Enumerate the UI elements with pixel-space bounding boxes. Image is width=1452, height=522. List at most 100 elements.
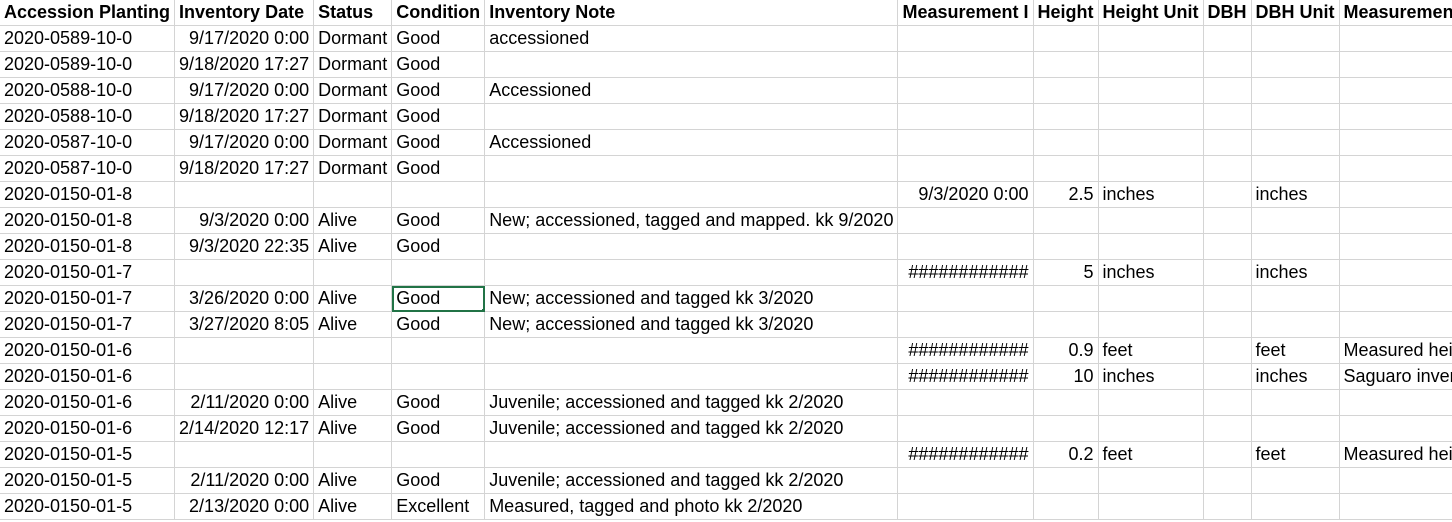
grid-cell[interactable] xyxy=(1203,129,1252,156)
grid-cell[interactable]: 2020-0150-01-8 xyxy=(0,207,176,234)
grid-cell[interactable]: 2020-0150-01-5 xyxy=(0,467,176,494)
grid-cell[interactable]: Good xyxy=(391,467,486,494)
grid-cell[interactable]: feet xyxy=(1251,337,1340,364)
grid-cell[interactable]: New; accessioned and tagged kk 3/2020 xyxy=(484,285,899,312)
grid-cell[interactable]: Good xyxy=(391,233,486,260)
grid-cell[interactable] xyxy=(1251,77,1340,104)
grid-cell[interactable]: Dormant xyxy=(313,129,393,156)
grid-cell[interactable]: Good xyxy=(391,77,486,104)
grid-cell[interactable]: 2020-0150-01-5 xyxy=(0,493,176,520)
grid-cell[interactable]: 9/18/2020 17:27 xyxy=(174,155,315,182)
grid-cell[interactable] xyxy=(1203,363,1252,390)
grid-cell[interactable] xyxy=(1251,467,1340,494)
grid-cell[interactable] xyxy=(1203,77,1252,104)
grid-cell[interactable] xyxy=(313,181,393,208)
grid-cell[interactable] xyxy=(1251,207,1340,234)
grid-cell[interactable] xyxy=(1339,389,1452,416)
grid-cell[interactable] xyxy=(1098,493,1204,520)
grid-cell[interactable] xyxy=(1339,467,1452,494)
grid-cell[interactable]: Dormant xyxy=(313,77,393,104)
grid-cell[interactable]: Alive xyxy=(313,389,393,416)
grid-cell[interactable]: Dormant xyxy=(313,25,393,52)
grid-cell[interactable] xyxy=(1098,311,1204,338)
grid-cell[interactable]: Good xyxy=(391,311,486,338)
grid-cell[interactable] xyxy=(1251,285,1340,312)
column-header[interactable]: Accession Planting xyxy=(0,0,176,26)
grid-cell[interactable]: 9/3/2020 0:00 xyxy=(897,181,1034,208)
grid-cell[interactable] xyxy=(1339,233,1452,260)
grid-cell[interactable] xyxy=(1098,389,1204,416)
grid-cell[interactable]: 2020-0150-01-8 xyxy=(0,233,176,260)
grid-cell[interactable]: 0.2 xyxy=(1033,441,1099,468)
grid-cell[interactable] xyxy=(897,233,1034,260)
grid-cell[interactable]: inches xyxy=(1098,181,1204,208)
grid-cell[interactable] xyxy=(391,337,486,364)
grid-cell[interactable]: Good xyxy=(391,389,486,416)
grid-cell[interactable] xyxy=(1203,389,1252,416)
column-header[interactable]: Inventory Note xyxy=(484,0,899,26)
grid-cell[interactable] xyxy=(1203,155,1252,182)
grid-cell[interactable] xyxy=(897,77,1034,104)
grid-cell[interactable]: Alive xyxy=(313,493,393,520)
column-header[interactable]: Height xyxy=(1033,0,1099,26)
column-header[interactable]: DBH xyxy=(1203,0,1252,26)
grid-cell[interactable] xyxy=(897,415,1034,442)
grid-cell[interactable]: Dormant xyxy=(313,155,393,182)
grid-cell[interactable]: 2020-0150-01-6 xyxy=(0,389,176,416)
grid-cell[interactable] xyxy=(484,233,899,260)
grid-cell[interactable] xyxy=(1098,155,1204,182)
grid-cell[interactable]: Accessioned xyxy=(484,129,899,156)
grid-cell[interactable]: feet xyxy=(1098,337,1204,364)
grid-cell[interactable] xyxy=(1339,103,1452,130)
grid-cell[interactable]: 2.5 xyxy=(1033,181,1099,208)
grid-cell[interactable] xyxy=(897,311,1034,338)
grid-cell[interactable] xyxy=(391,259,486,286)
grid-cell[interactable] xyxy=(897,207,1034,234)
grid-cell[interactable]: Alive xyxy=(313,285,393,312)
grid-cell[interactable]: 2/11/2020 0:00 xyxy=(174,389,315,416)
grid-cell[interactable]: 2020-0589-10-0 xyxy=(0,25,176,52)
grid-cell[interactable] xyxy=(1033,311,1099,338)
column-header[interactable]: Status xyxy=(313,0,393,26)
grid-cell[interactable]: 9/17/2020 0:00 xyxy=(174,77,315,104)
grid-cell[interactable]: 3/27/2020 8:05 xyxy=(174,311,315,338)
grid-cell[interactable]: Alive xyxy=(313,233,393,260)
grid-cell[interactable]: 2020-0150-01-7 xyxy=(0,259,176,286)
grid-cell[interactable]: 5 xyxy=(1033,259,1099,286)
grid-cell[interactable] xyxy=(1033,51,1099,78)
grid-cell[interactable] xyxy=(1203,181,1252,208)
grid-cell[interactable] xyxy=(1033,467,1099,494)
grid-cell[interactable]: 2020-0150-01-6 xyxy=(0,363,176,390)
grid-cell[interactable] xyxy=(1251,51,1340,78)
grid-cell[interactable]: Alive xyxy=(313,207,393,234)
grid-cell[interactable] xyxy=(1203,207,1252,234)
grid-cell[interactable] xyxy=(1098,25,1204,52)
grid-cell[interactable] xyxy=(1098,233,1204,260)
grid-cell[interactable] xyxy=(1251,311,1340,338)
grid-cell[interactable] xyxy=(1203,493,1252,520)
grid-cell[interactable] xyxy=(1203,103,1252,130)
grid-cell[interactable]: 2020-0150-01-6 xyxy=(0,415,176,442)
grid-cell[interactable]: Alive xyxy=(313,311,393,338)
grid-cell[interactable] xyxy=(1098,103,1204,130)
grid-cell[interactable]: 9/17/2020 0:00 xyxy=(174,129,315,156)
grid-cell[interactable] xyxy=(1339,415,1452,442)
column-header[interactable]: Inventory Date xyxy=(174,0,315,26)
grid-cell[interactable] xyxy=(1339,129,1452,156)
grid-cell[interactable] xyxy=(1251,233,1340,260)
grid-cell[interactable]: 2020-0587-10-0 xyxy=(0,129,176,156)
grid-cell[interactable] xyxy=(1203,285,1252,312)
grid-cell[interactable]: Saguaro inventory 20 xyxy=(1339,363,1452,390)
grid-cell[interactable] xyxy=(1033,155,1099,182)
grid-cell[interactable]: 10 xyxy=(1033,363,1099,390)
grid-cell[interactable] xyxy=(897,285,1034,312)
grid-cell[interactable] xyxy=(1251,389,1340,416)
grid-cell[interactable]: New; accessioned and tagged kk 3/2020 xyxy=(484,311,899,338)
grid-cell[interactable] xyxy=(897,51,1034,78)
grid-cell[interactable] xyxy=(1203,337,1252,364)
grid-cell[interactable]: 2020-0150-01-7 xyxy=(0,311,176,338)
grid-cell[interactable]: Juvenile; accessioned and tagged kk 2/20… xyxy=(484,415,899,442)
grid-cell[interactable]: Good xyxy=(391,155,486,182)
grid-cell[interactable] xyxy=(1203,233,1252,260)
grid-cell[interactable] xyxy=(391,363,486,390)
